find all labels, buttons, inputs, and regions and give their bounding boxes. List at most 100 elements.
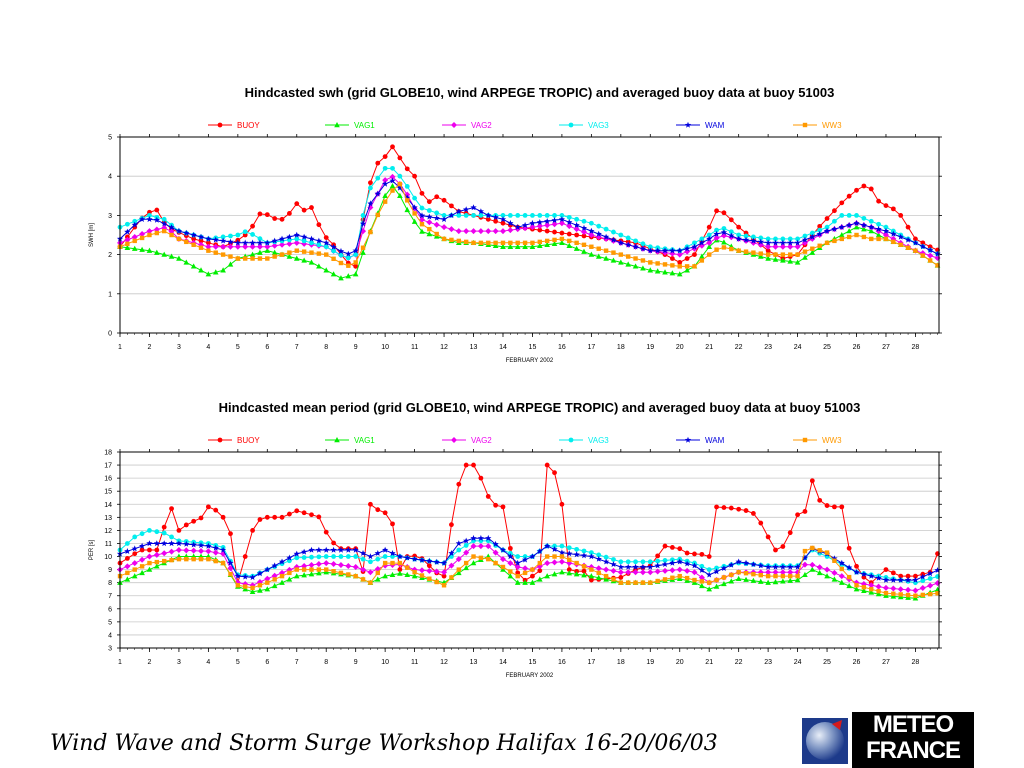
- data-point: [765, 243, 772, 250]
- data-point: [463, 564, 469, 571]
- data-point: [176, 236, 182, 242]
- data-point: [588, 577, 594, 583]
- data-point: [625, 580, 631, 585]
- data-point: [441, 573, 447, 579]
- data-point: [500, 240, 506, 246]
- data-point: [558, 558, 565, 565]
- data-point: [359, 550, 367, 556]
- data-point: [463, 239, 469, 245]
- data-point: [323, 267, 330, 273]
- data-point: [507, 545, 513, 551]
- data-point: [271, 237, 278, 244]
- data-point: [433, 568, 440, 575]
- data-point: [205, 542, 212, 549]
- data-point: [455, 208, 462, 215]
- data-point: [368, 180, 373, 186]
- data-point: [729, 246, 734, 252]
- data-point: [780, 578, 786, 584]
- data-point: [338, 260, 344, 266]
- data-point: [625, 261, 631, 267]
- data-point: [250, 528, 255, 533]
- data-point: [147, 560, 152, 566]
- data-point: [802, 233, 808, 239]
- data-point: [780, 573, 786, 579]
- data-point: [794, 569, 801, 576]
- data-point: [175, 540, 183, 547]
- data-point: [706, 571, 713, 578]
- data-point: [714, 247, 719, 252]
- y-tick-label: 7: [108, 593, 112, 600]
- data-point: [691, 243, 698, 250]
- data-point: [139, 531, 145, 537]
- data-point: [676, 247, 683, 254]
- data-point: [676, 558, 683, 565]
- y-tick-label: 5: [108, 619, 112, 626]
- data-point: [559, 230, 565, 236]
- series-wam: [116, 534, 941, 583]
- data-point: [581, 568, 587, 574]
- data-point: [853, 568, 860, 575]
- data-point: [574, 546, 580, 552]
- data-point: [522, 570, 528, 576]
- data-point: [654, 268, 661, 274]
- data-point: [411, 204, 418, 211]
- data-point: [838, 573, 845, 580]
- data-point: [316, 554, 322, 560]
- data-point: [721, 245, 727, 250]
- data-point: [765, 239, 772, 246]
- series-ww3: [117, 545, 940, 598]
- data-point: [220, 514, 226, 520]
- data-point: [581, 548, 587, 554]
- data-point: [176, 556, 182, 562]
- data-point: [412, 173, 418, 179]
- data-point: [831, 555, 838, 562]
- data-point: [905, 594, 911, 600]
- data-point: [331, 256, 336, 261]
- data-point: [404, 194, 411, 201]
- y-tick-label: 2: [108, 252, 112, 259]
- data-point: [515, 573, 520, 579]
- data-point: [706, 232, 712, 238]
- data-point: [132, 567, 137, 572]
- data-point: [190, 263, 197, 269]
- y-axis-label: SWH [m]: [89, 223, 95, 247]
- data-point: [514, 243, 521, 249]
- data-point: [581, 218, 587, 224]
- data-point: [257, 517, 263, 522]
- data-point: [389, 183, 396, 189]
- data-point: [603, 558, 610, 565]
- data-point: [360, 249, 366, 255]
- data-point: [256, 243, 263, 250]
- data-point: [566, 219, 573, 225]
- data-point: [566, 231, 572, 237]
- data-point: [795, 252, 800, 257]
- data-point: [809, 478, 815, 484]
- data-point: [816, 569, 823, 576]
- data-point: [817, 497, 823, 503]
- data-point: [927, 252, 934, 259]
- data-point: [478, 555, 484, 561]
- data-point: [633, 559, 638, 565]
- data-point: [794, 243, 801, 250]
- data-point: [397, 570, 403, 576]
- data-point: [521, 556, 529, 563]
- data-point: [301, 510, 307, 516]
- data-point: [832, 218, 837, 224]
- data-point: [861, 585, 867, 590]
- data-point: [927, 258, 933, 263]
- x-tick-label: 24: [794, 659, 802, 666]
- data-point: [515, 554, 521, 559]
- data-point: [536, 223, 543, 230]
- data-point: [485, 216, 491, 222]
- data-point: [596, 552, 602, 558]
- data-point: [125, 570, 130, 576]
- data-point: [662, 262, 668, 267]
- data-point: [301, 233, 308, 240]
- x-tick-label: 1: [118, 659, 122, 666]
- y-tick-label: 10: [104, 554, 112, 561]
- series-line: [119, 547, 938, 597]
- data-point: [559, 213, 565, 218]
- data-point: [168, 548, 175, 555]
- data-point: [868, 582, 875, 589]
- data-point: [839, 236, 844, 242]
